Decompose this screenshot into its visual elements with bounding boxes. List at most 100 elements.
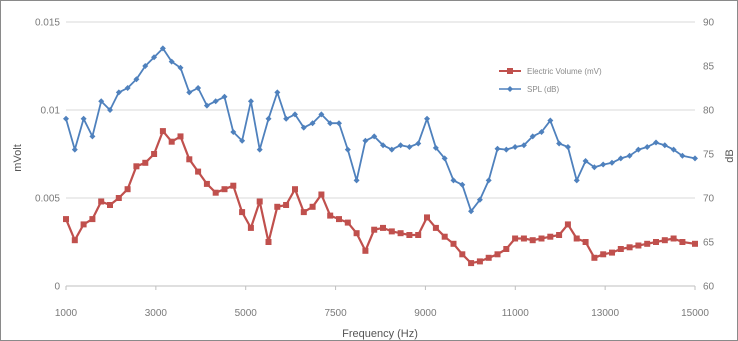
data-point — [327, 120, 334, 127]
data-point — [80, 221, 87, 228]
data-point — [512, 143, 519, 150]
data-point — [309, 203, 316, 210]
data-point — [573, 235, 580, 242]
data-point — [221, 93, 228, 100]
series-line — [64, 130, 696, 265]
data-point — [415, 232, 422, 238]
data-point — [441, 233, 448, 240]
data-point — [679, 152, 686, 159]
data-point — [186, 156, 193, 163]
x-tick-label: 15000 — [681, 308, 709, 319]
data-point — [107, 107, 114, 113]
data-point — [115, 89, 122, 96]
y-right-tick-label: 70 — [703, 194, 715, 205]
y-axis-left-title: mVolt — [12, 144, 24, 172]
x-tick-label: 9000 — [414, 308, 437, 319]
data-point — [503, 246, 510, 252]
data-point — [71, 146, 78, 153]
data-point — [221, 186, 228, 193]
x-tick-label: 11000 — [502, 308, 530, 319]
y-axis-right-title: dB — [724, 149, 736, 162]
data-point — [564, 221, 571, 228]
data-point — [600, 251, 607, 258]
data-point — [63, 115, 69, 122]
data-point — [168, 138, 175, 145]
legend-item-electric-volume: Electric Volume (mV) — [499, 67, 602, 76]
x-tick-label: 5000 — [235, 308, 258, 319]
data-point — [609, 249, 615, 256]
data-point — [432, 144, 439, 151]
data-point — [265, 239, 272, 245]
data-point — [635, 242, 642, 249]
data-point — [362, 137, 369, 144]
data-point — [608, 159, 615, 166]
data-point — [415, 140, 422, 147]
data-point — [468, 208, 475, 215]
data-point — [151, 151, 158, 157]
data-point — [159, 45, 166, 52]
y-left-tick-label: 0.005 — [35, 194, 60, 205]
data-point — [591, 254, 598, 261]
data-point — [63, 216, 69, 223]
data-point — [309, 120, 316, 127]
x-tick-label: 7500 — [324, 308, 347, 319]
data-point — [133, 163, 140, 170]
data-point — [195, 85, 202, 91]
data-point — [529, 133, 536, 140]
data-point — [626, 244, 633, 251]
data-point — [283, 115, 290, 122]
legend-marker-electric-volume — [507, 68, 513, 74]
x-tick-label: 3000 — [145, 308, 168, 319]
data-point — [115, 195, 122, 201]
gridlines — [65, 21, 696, 290]
data-point — [300, 209, 307, 216]
data-point — [424, 115, 431, 122]
data-point — [397, 142, 404, 149]
data-point — [318, 191, 325, 198]
y-right-tick-label: 85 — [703, 62, 715, 73]
data-point — [644, 240, 651, 247]
data-point — [424, 214, 430, 221]
data-point — [256, 146, 263, 153]
data-point — [335, 120, 342, 127]
data-point — [441, 155, 448, 162]
data-point — [283, 202, 290, 208]
y-right-tick-label: 60 — [703, 282, 715, 293]
data-point — [89, 216, 96, 223]
data-point — [406, 143, 413, 150]
data-point — [230, 129, 237, 135]
data-point — [230, 182, 237, 189]
data-point — [556, 140, 563, 147]
y-left-tick-label: 0.015 — [35, 18, 60, 29]
data-point — [485, 177, 492, 184]
data-point — [459, 251, 466, 258]
data-point — [239, 137, 246, 144]
data-point — [529, 237, 536, 244]
data-point — [247, 224, 254, 231]
data-point — [151, 54, 158, 61]
data-point — [380, 224, 386, 231]
data-point — [318, 111, 325, 118]
data-point — [617, 155, 624, 162]
data-point — [80, 115, 87, 122]
data-point — [547, 117, 554, 124]
legend-item-spl: SPL (dB) — [499, 85, 559, 94]
data-point — [617, 246, 624, 252]
data-point — [573, 177, 580, 184]
legend-marker-spl — [507, 86, 513, 92]
data-point — [89, 133, 96, 140]
data-point — [98, 198, 105, 205]
data-point — [692, 155, 698, 162]
data-point — [388, 146, 395, 153]
data-point — [600, 161, 607, 168]
data-point — [247, 98, 254, 105]
data-point — [380, 142, 387, 149]
data-point — [538, 129, 545, 135]
legend: Electric Volume (mV) SPL (dB) — [499, 67, 602, 94]
data-point — [653, 239, 659, 245]
data-point — [503, 146, 510, 153]
data-point — [274, 89, 281, 96]
data-point — [459, 181, 466, 188]
tick-labels: 0 0.005 0.01 0.015 60 65 70 75 80 85 90 1000 3000 500… — [35, 18, 715, 320]
data-point — [327, 212, 334, 219]
